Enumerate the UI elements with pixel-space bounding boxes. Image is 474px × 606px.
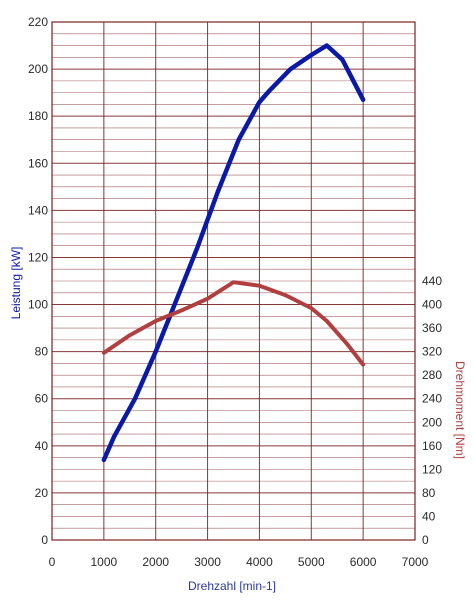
y-left-tick-label: 80 <box>35 345 49 359</box>
y-axis-left-title: Leistung [kW] <box>9 247 23 320</box>
y-right-tick-label: 120 <box>422 462 442 476</box>
y-right-tick-label: 0 <box>422 533 429 547</box>
y-right-tick-label: 280 <box>422 368 442 382</box>
y-axis-right-ticks: 0 40 80 120 160 200 240 280 320 360 400 440 <box>422 274 442 547</box>
x-tick-label: 7000 <box>402 555 429 569</box>
plot-frame <box>51 21 416 541</box>
y-left-tick-label: 100 <box>28 298 48 312</box>
x-tick-label: 3000 <box>194 555 221 569</box>
y-right-tick-label: 200 <box>422 415 442 429</box>
y-right-tick-label: 320 <box>422 345 442 359</box>
y-left-tick-label: 60 <box>35 392 49 406</box>
y-right-tick-label: 40 <box>422 509 436 523</box>
y-axis-right-title: Drehmoment [Nm] <box>453 361 467 459</box>
chart-series <box>101 43 366 463</box>
y-right-tick-label: 400 <box>422 298 442 312</box>
y-left-tick-label: 20 <box>35 486 49 500</box>
y-left-tick-label: 0 <box>41 533 48 547</box>
y-right-tick-label: 360 <box>422 321 442 335</box>
x-tick-label: 6000 <box>350 555 377 569</box>
y-right-tick-label: 440 <box>422 274 442 288</box>
y-left-tick-label: 200 <box>28 62 48 76</box>
x-axis-ticks: 0 1000 2000 3000 4000 5000 6000 7000 <box>49 555 429 569</box>
y-left-tick-label: 220 <box>28 15 48 29</box>
y-axis-left-ticks: 0 20 40 60 80 100 120 140 160 180 200 220 <box>28 15 48 547</box>
chart-grid <box>51 21 416 541</box>
y-left-tick-label: 40 <box>35 439 49 453</box>
y-left-tick-label: 180 <box>28 109 48 123</box>
x-tick-label: 5000 <box>298 555 325 569</box>
torque-series-line <box>101 280 366 367</box>
y-left-tick-label: 140 <box>28 203 48 217</box>
y-right-tick-label: 80 <box>422 486 436 500</box>
x-tick-label: 4000 <box>246 555 273 569</box>
y-right-tick-label: 240 <box>422 392 442 406</box>
y-right-tick-label: 160 <box>422 439 442 453</box>
y-left-tick-label: 120 <box>28 250 48 264</box>
x-axis-title: Drehzahl [min-1] <box>188 579 276 593</box>
x-tick-label: 2000 <box>142 555 169 569</box>
y-left-tick-label: 160 <box>28 156 48 170</box>
x-tick-label: 1000 <box>91 555 118 569</box>
power-series-line <box>101 43 366 463</box>
x-tick-label: 0 <box>49 555 56 569</box>
